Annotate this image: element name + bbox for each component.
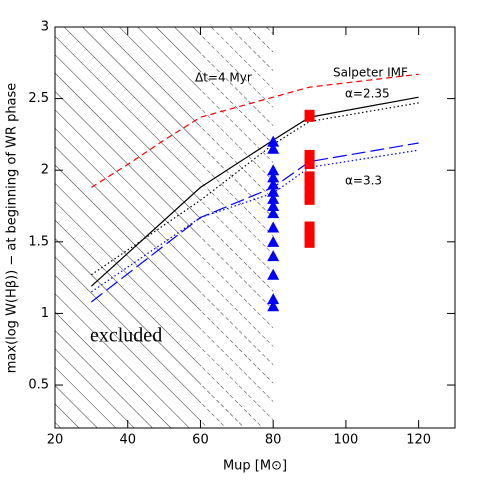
- y-tick-label: 2.5: [28, 91, 49, 106]
- triangle-marker: [267, 235, 280, 247]
- annotation: Δt=4 Myr: [195, 71, 252, 85]
- annotation: α=2.35: [345, 87, 390, 101]
- triangle-marker: [267, 135, 280, 147]
- triangle-marker: [267, 185, 280, 197]
- square-marker: [304, 192, 315, 205]
- model-line: [91, 73, 419, 188]
- square-marker: [304, 185, 315, 198]
- model-line: [91, 102, 419, 276]
- triangle-marker: [267, 221, 280, 233]
- triangle-marker: [267, 200, 280, 212]
- triangle-marker: [267, 300, 280, 312]
- triangle-marker: [267, 192, 280, 204]
- triangle-marker: [267, 142, 280, 154]
- square-marker: [304, 149, 315, 162]
- square-marker: [304, 235, 315, 248]
- y-axis-label: max(log W(Hβ)) − at beginning of WR phas…: [5, 83, 20, 374]
- square-marker: [304, 228, 315, 241]
- triangle-marker: [267, 268, 280, 280]
- square-marker: [304, 171, 315, 184]
- square-marker: [304, 109, 315, 122]
- annotation: Salpeter IMF: [333, 66, 408, 80]
- x-tick-label: 60: [192, 433, 209, 448]
- square-marker: [304, 178, 315, 191]
- triangle-marker: [267, 250, 280, 262]
- triangle-marker: [267, 171, 280, 183]
- y-tick-label: 3: [41, 20, 49, 35]
- triangle-marker: [267, 164, 280, 176]
- square-marker: [304, 157, 315, 170]
- x-tick-label: 100: [333, 433, 358, 448]
- triangle-marker: [267, 207, 280, 219]
- x-tick-label: 120: [406, 433, 431, 448]
- y-tick-label: 1.5: [28, 234, 49, 249]
- y-tick-label: 1: [41, 306, 49, 321]
- plot-frame: [54, 26, 456, 429]
- x-tick-label: 40: [119, 433, 136, 448]
- x-axis-label: Mup [M⊙]: [223, 459, 287, 474]
- annotation: excluded: [90, 325, 162, 347]
- hatched-region: [55, 27, 201, 428]
- x-tick-label: 80: [265, 433, 282, 448]
- hatched-region: [200, 27, 274, 428]
- square-marker: [304, 221, 315, 234]
- y-tick-label: 2: [41, 163, 49, 178]
- annotation: α=3.3: [345, 174, 382, 188]
- x-tick-label: 20: [47, 433, 64, 448]
- y-tick-label: 0.5: [28, 378, 49, 393]
- triangle-marker: [267, 178, 280, 190]
- triangle-marker: [267, 293, 280, 305]
